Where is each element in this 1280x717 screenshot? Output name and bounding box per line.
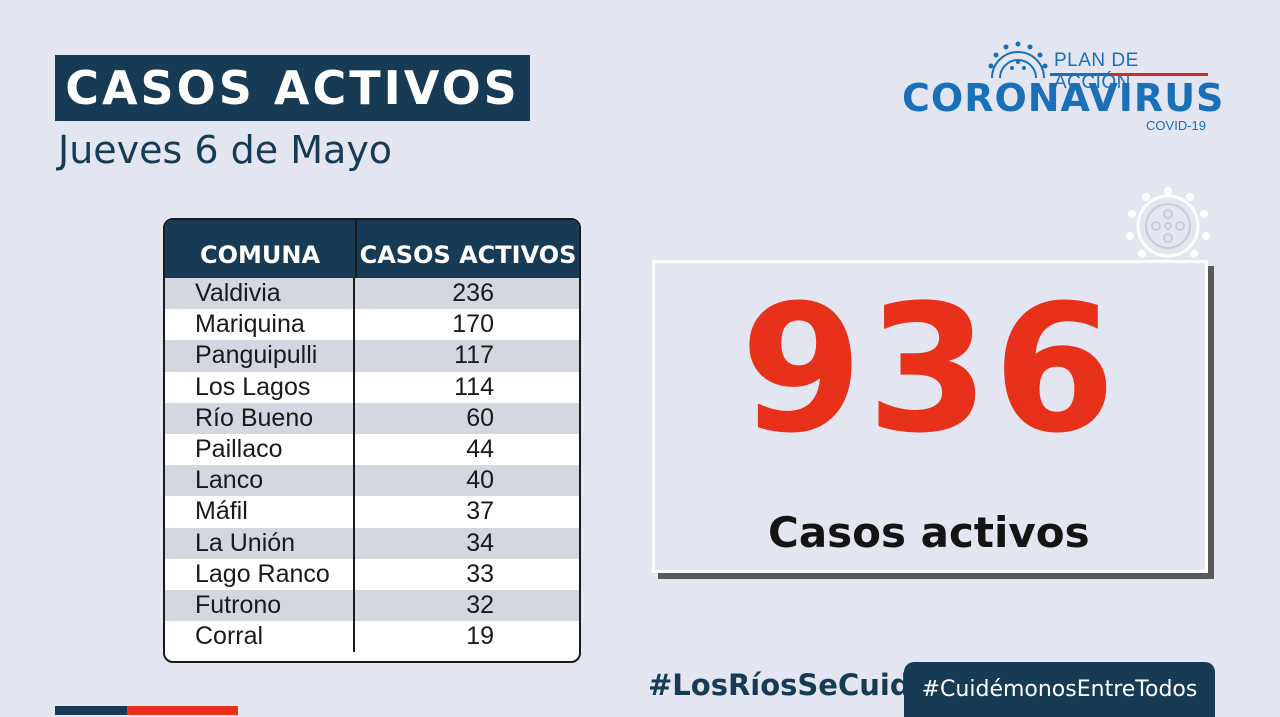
cases-table: COMUNA CASOS ACTIVOS Valdivia 236 Mariqui… [163,218,581,663]
date-subtitle: Jueves 6 de Mayo [58,128,393,172]
table-header: COMUNA CASOS ACTIVOS [165,220,579,278]
logo-plan-text: PLAN DE ACCIÓN [1054,50,1139,93]
page-title: CASOS ACTIVOS [65,61,520,115]
comuna-cell: Valdivia [165,278,355,310]
total-cases-label: Casos activos [768,508,1090,557]
logo-name: CORONAVIRUS [902,76,1225,120]
table-row: Máfil 37 [165,496,579,528]
casos-cell: 19 [466,622,494,651]
casos-cell: 32 [466,590,494,619]
title-banner: CASOS ACTIVOS [55,55,530,121]
comuna-cell: Lago Ranco [165,558,355,590]
hashtag-cuidemonos: #CuidémonosEntreTodos [904,662,1215,717]
casos-cell: 44 [466,435,494,464]
casos-cell: 170 [452,310,494,339]
footer-bar-red [127,706,238,715]
virus-decoration-icon [1126,187,1210,258]
column-header-casos: CASOS ACTIVOS [359,241,577,269]
comuna-cell: Panguipulli [165,340,355,372]
comuna-cell: Futrono [165,589,355,622]
casos-cell: 117 [454,341,494,370]
casos-cell: 34 [466,528,494,557]
table-row: Paillaco 44 [165,433,579,466]
table-row: Futrono 32 [165,589,579,622]
comuna-cell: La Unión [165,527,355,559]
comuna-cell: Paillaco [165,433,355,466]
casos-cell: 33 [466,559,494,588]
coronavirus-logo: PLAN DE ACCIÓN CORONAVIRUS COVID-19 [900,38,1223,138]
column-header-comuna: COMUNA [165,220,357,278]
comuna-cell: Los Lagos [165,371,355,403]
table-row: Valdivia 236 [165,278,579,310]
footer-bar-blue [55,706,127,715]
hashtag-cuidemonos-text: #CuidémonosEntreTodos [921,677,1198,702]
casos-cell: 37 [466,497,494,526]
hashtag-los-rios: #LosRíosSeCuida [648,668,931,702]
table-row: La Unión 34 [165,527,579,559]
virus-icon [988,41,1048,79]
table-row: Los Lagos 114 [165,371,579,403]
table-row: Panguipulli 117 [165,340,579,372]
casos-cell: 114 [454,372,494,401]
casos-cell: 40 [466,466,494,495]
comuna-cell: Río Bueno [165,402,355,434]
table-row: Mariquina 170 [165,309,579,341]
table-row: Lago Ranco 33 [165,558,579,590]
casos-cell: 236 [452,279,494,308]
table-row: Lanco 40 [165,465,579,497]
comuna-cell: Mariquina [165,309,355,341]
table-body: Valdivia 236 Mariquina 170 Panguipulli 117 … [165,278,579,653]
casos-cell: 60 [466,403,494,432]
total-box [652,260,1208,573]
comuna-cell: Corral [165,621,355,653]
table-row: Corral 19 [165,621,579,653]
comuna-cell: Lanco [165,465,355,497]
total-cases-number: 936 [740,267,1120,472]
table-row: Río Bueno 60 [165,402,579,434]
logo-divider-red [1110,73,1208,76]
comuna-cell: Máfil [165,496,355,528]
logo-subtext: COVID-19 [1146,118,1206,133]
